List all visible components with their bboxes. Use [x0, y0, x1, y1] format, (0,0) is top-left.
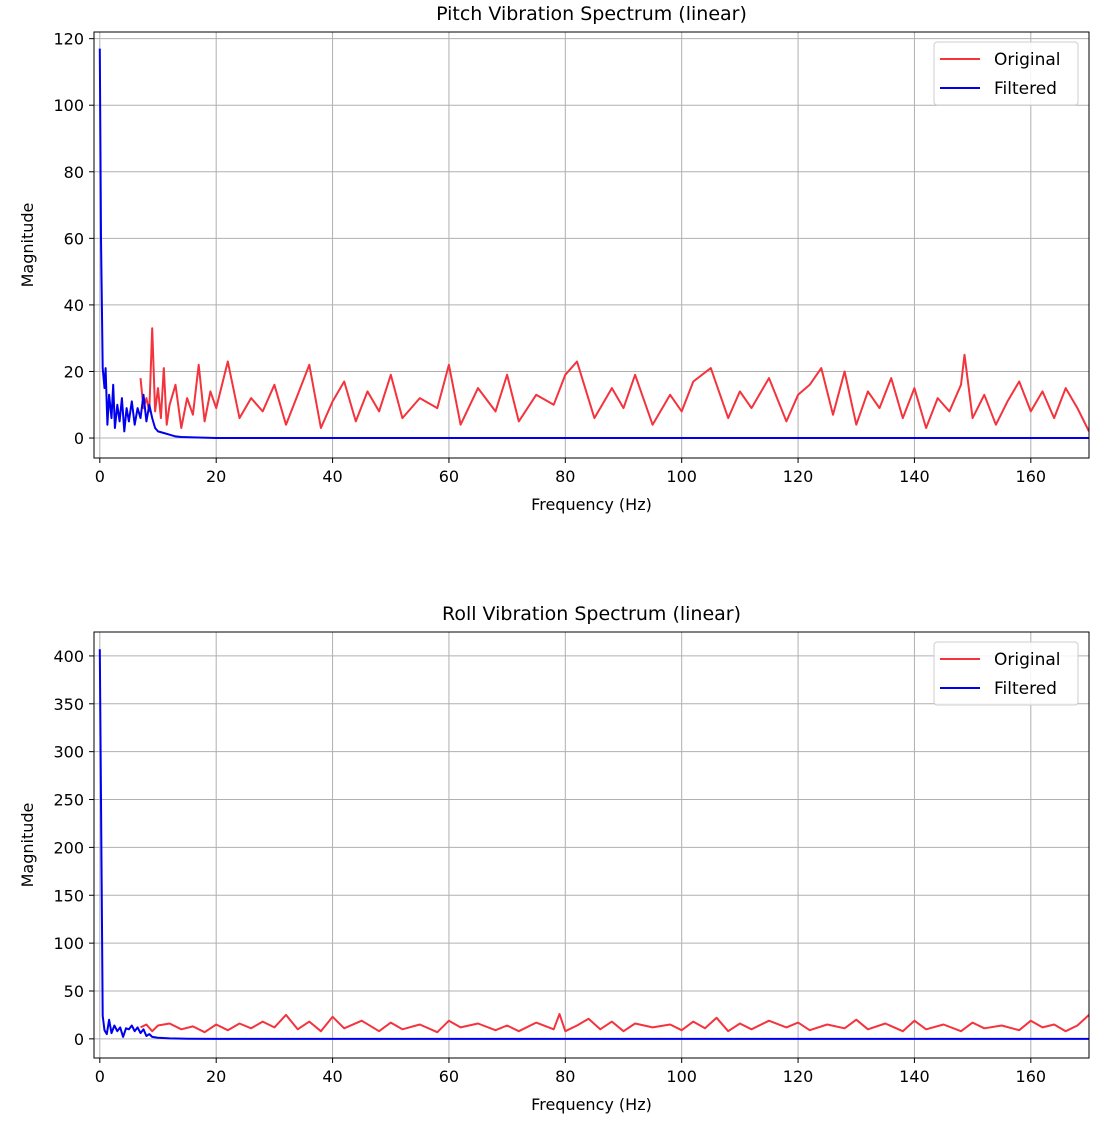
- x-tick-label: 100: [666, 467, 697, 486]
- legend-label-filtered: Filtered: [994, 679, 1057, 699]
- legend-box: [933, 641, 1079, 706]
- y-axis-label: Magnitude: [18, 803, 37, 888]
- y-tick-label: 150: [53, 886, 84, 905]
- legend-label-original: Original: [994, 650, 1061, 670]
- y-tick-label: 20: [64, 362, 84, 381]
- legend-label-original: Original: [994, 50, 1061, 70]
- x-tick-label: 140: [899, 1067, 930, 1086]
- chart-title: Pitch Vibration Spectrum (linear): [436, 3, 747, 25]
- y-tick-label: 300: [53, 743, 84, 762]
- plot-frame: [93, 31, 1090, 459]
- x-tick-label: 20: [206, 467, 226, 486]
- x-tick-label: 80: [555, 467, 575, 486]
- y-tick-label: 350: [53, 695, 84, 714]
- x-tick-label: 140: [899, 467, 930, 486]
- x-tick-label: 0: [95, 467, 105, 486]
- x-axis-label: Frequency (Hz): [531, 1095, 652, 1114]
- x-tick-label: 120: [783, 1067, 814, 1086]
- series-line-original: [140, 1013, 1089, 1034]
- legend-label-filtered: Filtered: [994, 79, 1057, 99]
- chart-title: Roll Vibration Spectrum (linear): [442, 603, 741, 625]
- pitch-spectrum-chart: 0 20 40 60 80 100 120 140 160 0 20 40 60 80 100 120 Pitc…: [18, 3, 1090, 514]
- x-tick-label: 40: [322, 1067, 342, 1086]
- series-line-filtered: [98, 649, 1089, 1040]
- y-axis-label: Magnitude: [18, 203, 37, 288]
- x-axis-label: Frequency (Hz): [531, 495, 652, 514]
- x-tick-label: 40: [322, 467, 342, 486]
- legend: Original Filtered: [933, 641, 1079, 706]
- y-tick-label: 60: [64, 229, 84, 248]
- series-line-original: [139, 327, 1089, 432]
- roll-spectrum-chart: 0 20 40 60 80 100 120 140 160 0 50 100 150 200 250 300 3…: [18, 603, 1090, 1114]
- y-tick-label: 40: [64, 296, 84, 315]
- x-tick-label: 120: [783, 467, 814, 486]
- series-line-filtered: [98, 48, 1089, 439]
- y-tick-label: 100: [53, 96, 84, 115]
- x-tick-label: 60: [439, 1067, 459, 1086]
- legend: Original Filtered: [933, 41, 1079, 106]
- y-tick-label: 200: [53, 838, 84, 857]
- y-tick-label: 400: [53, 647, 84, 666]
- plot-frame: [93, 631, 1090, 1059]
- y-tick-label: 50: [64, 982, 84, 1001]
- y-tick-label: 250: [53, 791, 84, 810]
- y-tick-label: 80: [64, 163, 84, 182]
- x-tick-label: 0: [95, 1067, 105, 1086]
- x-tick-label: 160: [1016, 1067, 1047, 1086]
- y-tick-label: 100: [53, 934, 84, 953]
- y-tick-label: 0: [74, 429, 84, 448]
- x-tick-label: 80: [555, 1067, 575, 1086]
- x-tick-label: 60: [439, 467, 459, 486]
- legend-box: [933, 41, 1079, 106]
- y-tick-label: 120: [53, 30, 84, 49]
- x-tick-label: 20: [206, 1067, 226, 1086]
- x-tick-label: 160: [1016, 467, 1047, 486]
- x-tick-label: 100: [666, 1067, 697, 1086]
- y-tick-label: 0: [74, 1030, 84, 1049]
